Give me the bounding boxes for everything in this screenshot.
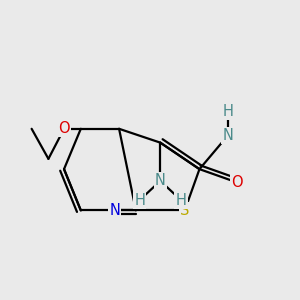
Text: H: H — [176, 193, 186, 208]
Text: S: S — [180, 203, 189, 218]
Text: H: H — [134, 193, 145, 208]
Text: O: O — [58, 121, 70, 136]
Text: N: N — [223, 128, 233, 143]
Text: H: H — [223, 104, 233, 119]
Text: N: N — [109, 203, 120, 218]
Text: O: O — [231, 175, 243, 190]
Text: N: N — [155, 173, 166, 188]
